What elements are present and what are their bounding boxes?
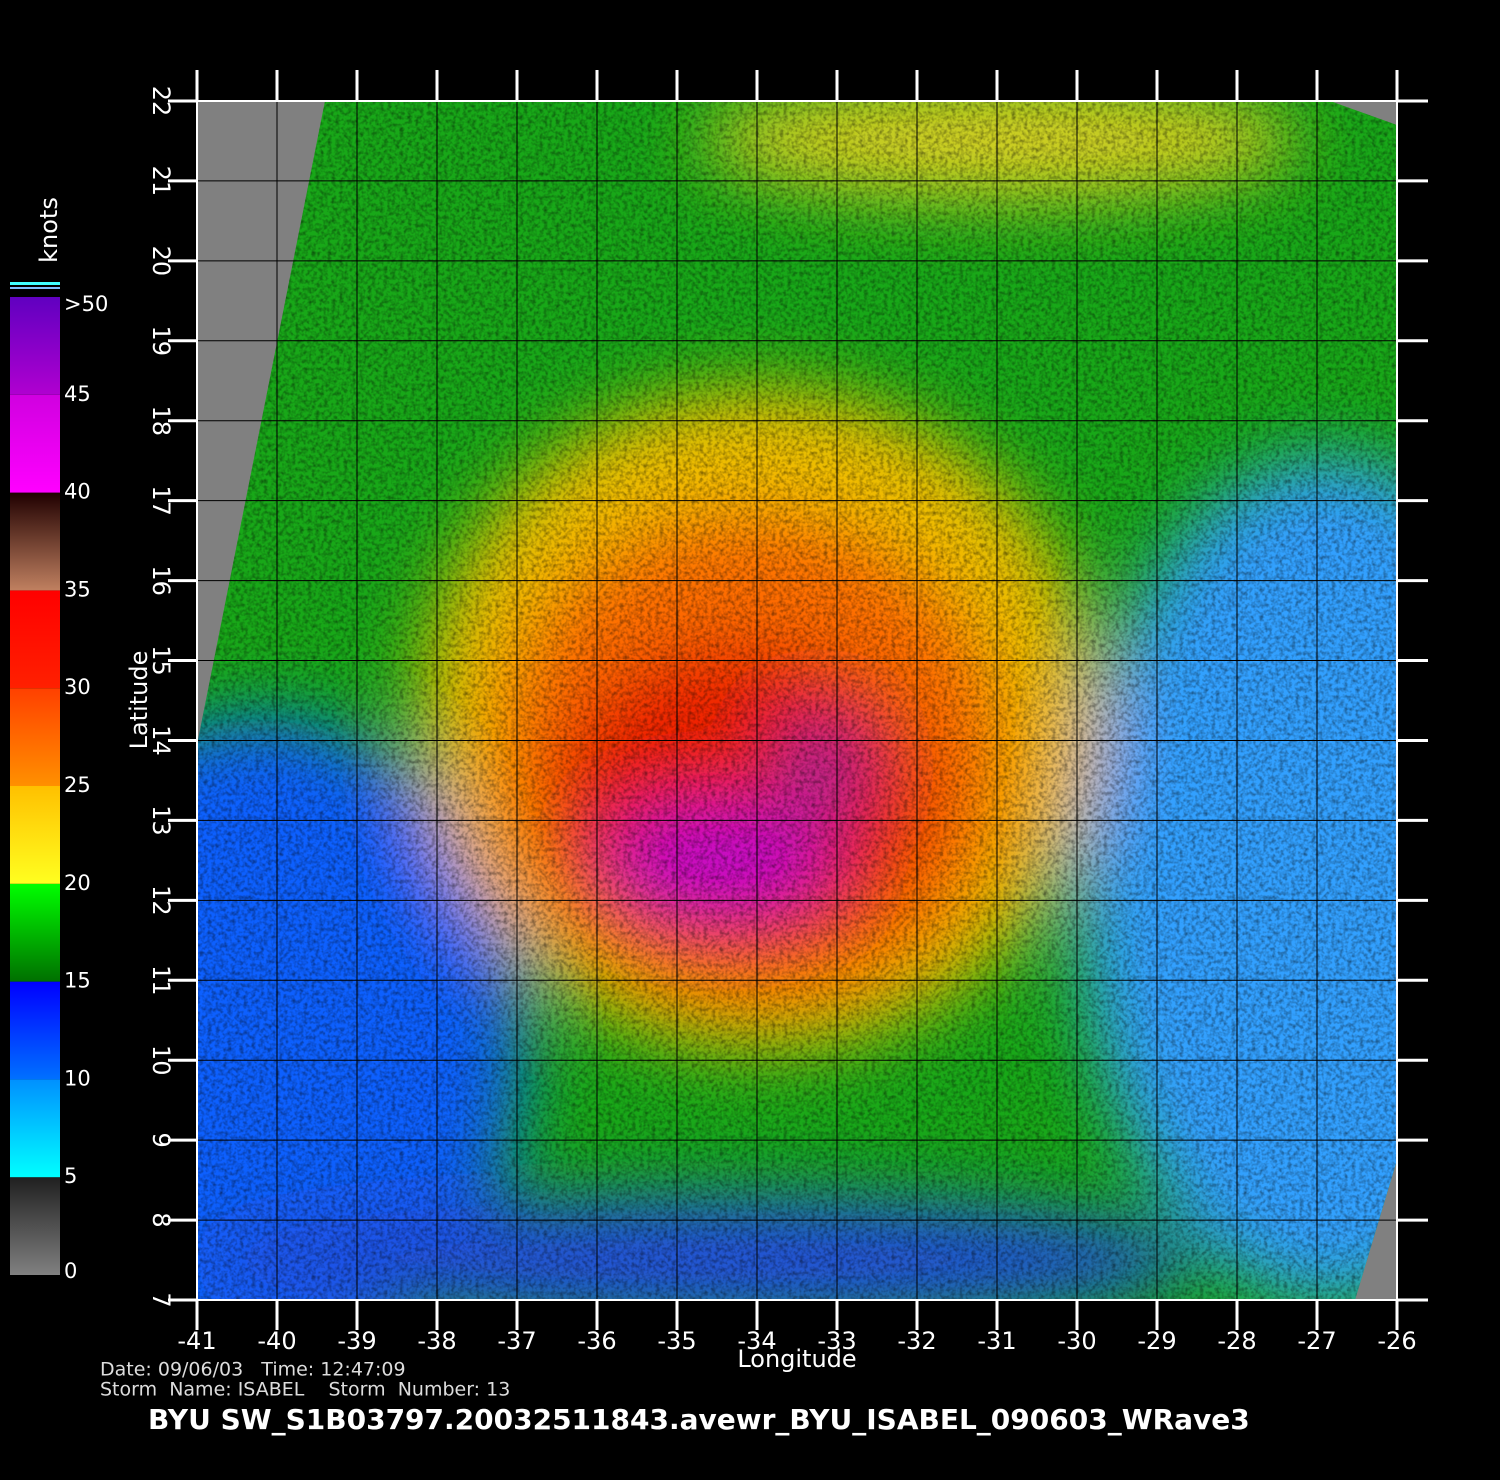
colorbar-tick-label: 45 (64, 382, 91, 406)
y-tick-label: 13 (147, 805, 175, 836)
colorbar-tick-label: 0 (64, 1259, 77, 1283)
x-tick-label: -39 (337, 1327, 376, 1355)
colorbar-segment (10, 1177, 60, 1275)
footer-title: BYU SW_S1B03797.20032511843.avewr_BYU_IS… (148, 1403, 1250, 1436)
y-tick-label: 19 (147, 326, 175, 357)
y-tick-label: 11 (147, 965, 175, 996)
x-tick-label: -29 (1137, 1327, 1176, 1355)
x-tick-label: -38 (417, 1327, 456, 1355)
y-tick-label: 8 (147, 1212, 175, 1227)
colorbar-tick-label: 30 (64, 675, 91, 699)
y-tick-label: 20 (147, 246, 175, 277)
colorbar-tick-label: 35 (64, 577, 91, 601)
y-tick-label: 21 (147, 166, 175, 197)
colorbar-tick-label: 25 (64, 773, 91, 797)
colorbar-segment (10, 297, 60, 395)
x-tick-label: -26 (1377, 1327, 1416, 1355)
x-tick-label: -32 (897, 1327, 936, 1355)
y-tick-label: 9 (147, 1132, 175, 1147)
info-line: Storm Name: ISABEL Storm Number: 13 (100, 1379, 510, 1401)
colorbar-segment (10, 492, 60, 591)
y-tick-label: 12 (147, 885, 175, 916)
x-tick-label: -37 (497, 1327, 536, 1355)
y-tick-label: 17 (147, 485, 175, 516)
colorbar-segment (10, 688, 60, 786)
colorbar-tick-label: >50 (64, 292, 108, 316)
x-tick-label: -27 (1297, 1327, 1336, 1355)
x-tick-label: -34 (737, 1327, 776, 1355)
colorbar-segment (10, 590, 60, 689)
axes: -41 -40 -39 -38 -37 -36 -35 -34 -33 -32 -31 -30 -29 -… (147, 70, 1428, 1355)
x-tick-label: -36 (577, 1327, 616, 1355)
colorbar-segment (10, 786, 60, 884)
colorbar-segment (10, 883, 60, 982)
colorbar-tick-label: 20 (64, 871, 91, 895)
y-tick-label: 15 (147, 645, 175, 676)
plot-frame (196, 100, 1398, 1301)
y-tick-label: 18 (147, 405, 175, 436)
y-tick-label: 10 (147, 1045, 175, 1076)
x-tick-label: -28 (1217, 1327, 1256, 1355)
colorbar-tick-label: 15 (64, 969, 91, 993)
y-axis-label: Latitude (125, 651, 153, 750)
y-tick-label: 7 (147, 1292, 175, 1307)
x-tick-label: -30 (1057, 1327, 1096, 1355)
y-tick-label: 14 (147, 725, 175, 756)
info-line: Date: 09/06/03 Time: 12:47:09 (100, 1359, 406, 1381)
x-tick-label: -35 (657, 1327, 696, 1355)
x-tick-label: -33 (817, 1327, 856, 1355)
x-tick-label: -40 (257, 1327, 296, 1355)
colorbar-segment (10, 981, 60, 1080)
colorbar-cap (10, 287, 60, 289)
y-tick-label: 16 (147, 565, 175, 596)
wind-field (197, 101, 1397, 1300)
colorbar-segment (10, 1079, 60, 1178)
colorbar-tick-label: 5 (64, 1164, 77, 1188)
colorbar-tick-label: 40 (64, 480, 91, 504)
y-tick-label: 22 (147, 86, 175, 117)
colorbar-segment (10, 394, 60, 493)
colorbar-cap (10, 282, 60, 285)
x-axis-label: Longitude (737, 1345, 856, 1373)
x-tick-label: -31 (977, 1327, 1016, 1355)
x-tick-label: -41 (177, 1327, 216, 1355)
colorbar-tick-label: 10 (64, 1066, 91, 1090)
colorbar-title: knots (35, 197, 63, 263)
